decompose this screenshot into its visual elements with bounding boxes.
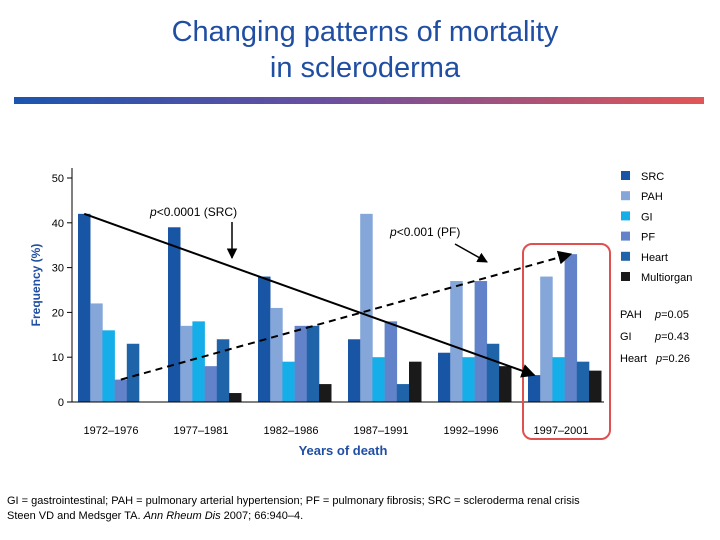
bar bbox=[306, 325, 320, 402]
legend-label: Heart bbox=[641, 252, 668, 264]
bar bbox=[78, 213, 91, 402]
bar-chart: 0 10 20 30 40 50 Frequency (%) Years of death 19… bbox=[29, 168, 692, 458]
y-tick-label: 50 bbox=[52, 173, 64, 185]
x-axis-title: Years of death bbox=[299, 443, 388, 458]
pvalue-outcome: Heart bbox=[620, 353, 647, 365]
pvalue-outcome: PAH bbox=[620, 309, 642, 321]
bar bbox=[486, 343, 500, 402]
bar bbox=[282, 361, 295, 402]
y-tick-label: 10 bbox=[52, 352, 64, 364]
pvalue-item: PAH p=0.05 bbox=[620, 309, 689, 321]
footnote-text: GI = gastrointestinal; PAH = pulmonary a… bbox=[7, 495, 580, 507]
src-pvalue-annotation: p<0.0001 (SRC) bbox=[149, 205, 237, 219]
pvalue-item: GI p=0.43 bbox=[620, 331, 689, 343]
bar bbox=[564, 254, 578, 402]
bar bbox=[438, 352, 451, 402]
bar bbox=[589, 370, 602, 402]
src-trend-arrow bbox=[83, 212, 536, 378]
pf-pvalue-annotation: p<0.001 (PF) bbox=[389, 225, 460, 239]
x-tick-label: 1977–1981 bbox=[173, 425, 228, 437]
legend-label: PAH bbox=[641, 191, 663, 203]
slide-title-line-2: in scleroderma bbox=[269, 52, 461, 84]
bar bbox=[192, 321, 205, 402]
src-pvalue-italic: p bbox=[149, 205, 157, 219]
bar bbox=[102, 330, 115, 402]
pvalue-italic: p bbox=[655, 353, 662, 365]
bar bbox=[409, 361, 422, 402]
footer: GI = gastrointestinal; PAH = pulmonary a… bbox=[7, 494, 580, 524]
bar bbox=[180, 325, 193, 402]
citation: Steen VD and Medsger TA. Ann Rheum Dis 2… bbox=[7, 509, 580, 524]
bar bbox=[499, 366, 512, 402]
slide-title-line-1: Changing patterns of mortality bbox=[171, 16, 559, 48]
legend-swatch bbox=[621, 251, 630, 261]
bar bbox=[270, 307, 283, 402]
pvalue-italic: p bbox=[654, 331, 661, 343]
y-axis-title: Frequency (%) bbox=[29, 244, 43, 327]
pf-trend-arrow bbox=[120, 250, 573, 381]
x-tick-label: 1982–1986 bbox=[263, 425, 318, 437]
legend-swatch bbox=[621, 191, 630, 201]
y-tick-label: 30 bbox=[52, 263, 64, 275]
highlight-box bbox=[522, 243, 611, 440]
src-pvalue-text: <0.0001 (SRC) bbox=[157, 205, 237, 219]
citation-authors: Steen VD and Medsger TA. bbox=[7, 510, 144, 522]
legend-label: SRC bbox=[641, 171, 664, 183]
bar bbox=[384, 321, 398, 402]
x-tick-label: 1972–1976 bbox=[83, 425, 138, 437]
bar bbox=[450, 281, 463, 402]
x-tick-label: 1987–1991 bbox=[353, 425, 408, 437]
bar bbox=[576, 361, 590, 402]
bar bbox=[126, 343, 140, 402]
x-tick-label: 1992–1996 bbox=[443, 425, 498, 437]
bar bbox=[168, 227, 181, 402]
bar bbox=[319, 384, 332, 402]
bar bbox=[540, 276, 553, 402]
pvalue-outcome: GI bbox=[620, 331, 632, 343]
pvalue-item: Heart p=0.26 bbox=[620, 353, 690, 365]
legend-label: GI bbox=[641, 211, 653, 223]
pvalue-number: =0.43 bbox=[661, 331, 689, 343]
y-tick-label: 20 bbox=[52, 307, 64, 319]
legend-swatch bbox=[621, 272, 630, 281]
x-tick-label: 1997–2001 bbox=[533, 425, 588, 437]
y-tick-label: 0 bbox=[58, 397, 64, 409]
bar bbox=[114, 379, 128, 402]
pf-pvalue-text: <0.001 (PF) bbox=[397, 225, 461, 239]
legend-swatch bbox=[621, 171, 630, 180]
citation-journal: Ann Rheum Dis bbox=[143, 510, 221, 522]
bar bbox=[396, 384, 410, 402]
legend-swatch bbox=[621, 231, 630, 241]
title-underline bbox=[14, 97, 704, 104]
bar bbox=[204, 366, 218, 402]
y-tick-label: 40 bbox=[52, 218, 64, 230]
bar bbox=[360, 213, 373, 402]
bar bbox=[462, 357, 475, 402]
legend-label: PF bbox=[641, 232, 655, 244]
bar bbox=[552, 357, 565, 402]
bar bbox=[216, 339, 230, 402]
bar bbox=[90, 303, 103, 402]
pf-pvalue-italic: p bbox=[389, 225, 397, 239]
citation-details: 2007; 66:940–4. bbox=[220, 510, 304, 522]
bar bbox=[348, 339, 361, 402]
bar bbox=[474, 281, 488, 402]
legend-swatch bbox=[621, 211, 630, 221]
slide-title: Changing patterns of mortality in sclero… bbox=[0, 14, 720, 86]
bar bbox=[229, 393, 242, 402]
legend-label: Multiorgan bbox=[641, 272, 692, 284]
pvalue-number: =0.26 bbox=[662, 353, 690, 365]
pvalue-italic: p bbox=[654, 309, 661, 321]
bar bbox=[528, 375, 541, 402]
bar bbox=[294, 325, 308, 402]
pvalue-number: =0.05 bbox=[661, 309, 689, 321]
pf-annotation-arrow bbox=[454, 243, 488, 263]
bar bbox=[372, 357, 385, 402]
